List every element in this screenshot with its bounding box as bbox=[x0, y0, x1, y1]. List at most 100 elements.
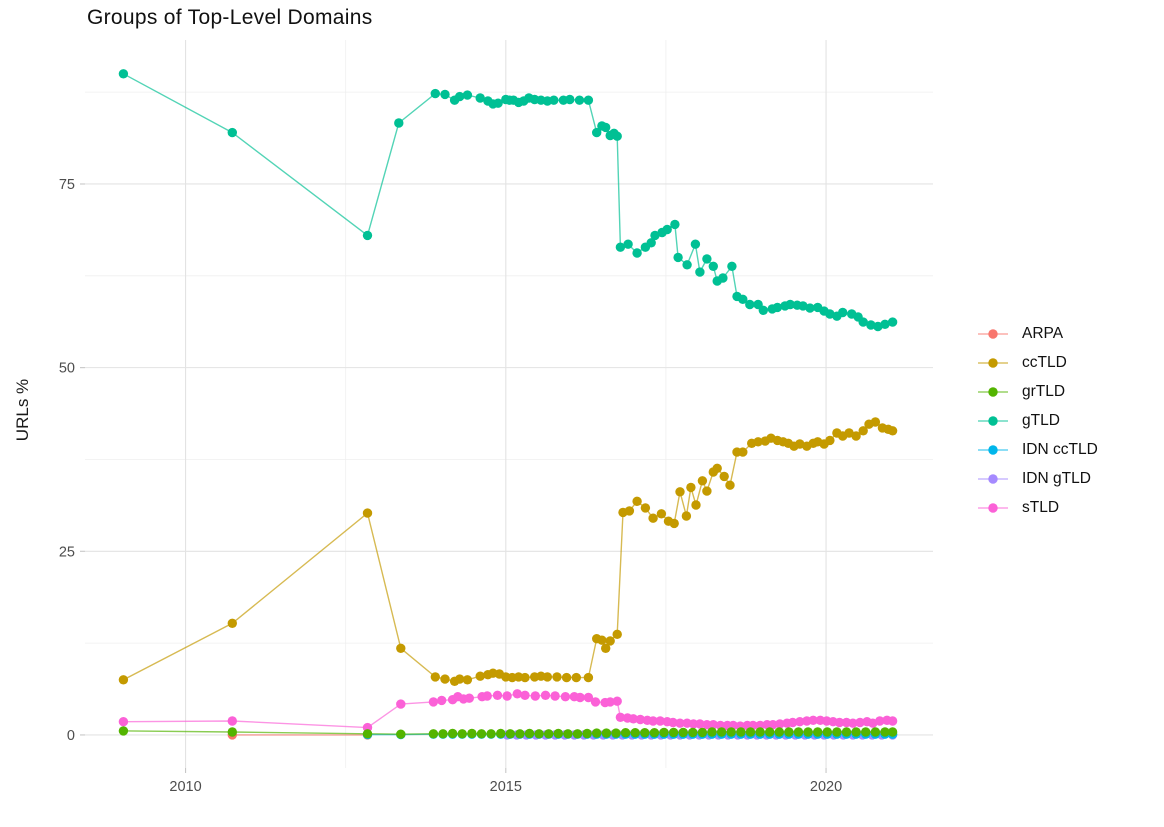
point-cctld bbox=[601, 643, 611, 653]
point-cctld bbox=[612, 629, 622, 639]
point-gtld bbox=[493, 98, 503, 108]
point-stld bbox=[795, 717, 805, 727]
point-grtld bbox=[887, 727, 898, 737]
point-cctld bbox=[624, 506, 635, 516]
legend-key-dot bbox=[988, 444, 998, 455]
point-grtld bbox=[438, 729, 448, 739]
point-stld bbox=[848, 718, 858, 728]
point-gtld bbox=[758, 305, 768, 315]
point-gtld bbox=[549, 95, 559, 105]
point-cctld bbox=[396, 643, 406, 653]
legend-key-icon bbox=[978, 357, 1008, 368]
point-cctld bbox=[561, 672, 572, 683]
point-cctld bbox=[858, 426, 868, 436]
point-stld bbox=[612, 696, 622, 706]
point-gtld bbox=[708, 261, 718, 271]
legend-key-dot bbox=[988, 328, 998, 339]
point-cctld bbox=[462, 675, 473, 685]
point-gtld bbox=[615, 242, 626, 252]
point-stld bbox=[540, 690, 551, 700]
point-grtld bbox=[572, 729, 583, 739]
point-cctld bbox=[753, 437, 763, 447]
point-gtld bbox=[673, 252, 683, 263]
point-stld bbox=[775, 719, 785, 729]
point-stld bbox=[768, 720, 778, 730]
point-cctld bbox=[887, 426, 898, 436]
legend-key-icon bbox=[978, 502, 1008, 513]
point-grtld bbox=[668, 727, 679, 738]
point-grtld bbox=[784, 727, 794, 737]
point-gtld bbox=[362, 230, 373, 241]
point-gtld bbox=[394, 118, 404, 128]
point-stld bbox=[695, 719, 705, 729]
point-grtld bbox=[745, 727, 756, 737]
point-gtld bbox=[475, 93, 485, 103]
x-tick-label: 2010 bbox=[169, 779, 201, 795]
point-cctld bbox=[675, 487, 685, 497]
point-gtld bbox=[887, 317, 898, 327]
point-grtld bbox=[592, 728, 602, 738]
point-cctld bbox=[656, 509, 667, 519]
point-grtld bbox=[544, 729, 554, 739]
legend-item-gtld: gTLD bbox=[977, 406, 1098, 435]
point-gtld bbox=[623, 239, 633, 249]
point-cctld bbox=[583, 672, 594, 683]
point-stld bbox=[530, 691, 540, 701]
point-stld bbox=[512, 689, 522, 699]
point-gtld bbox=[682, 260, 692, 270]
point-stld bbox=[887, 716, 898, 726]
x-tick-label: 2020 bbox=[810, 779, 842, 795]
point-grtld bbox=[620, 728, 631, 738]
legend-key-dot bbox=[988, 502, 998, 513]
point-grtld bbox=[630, 728, 640, 738]
point-gtld bbox=[455, 91, 465, 102]
legend-label: grTLD bbox=[1022, 382, 1066, 400]
point-stld bbox=[708, 720, 718, 730]
point-stld bbox=[590, 697, 601, 707]
point-grtld bbox=[793, 727, 804, 737]
point-gtld bbox=[866, 320, 876, 330]
point-gtld bbox=[650, 230, 660, 241]
point-stld bbox=[605, 697, 615, 707]
point-stld bbox=[655, 716, 665, 726]
point-cctld bbox=[362, 508, 373, 518]
y-tick-label: 25 bbox=[59, 544, 75, 560]
point-cctld bbox=[719, 471, 729, 482]
point-stld bbox=[755, 720, 765, 731]
point-gtld bbox=[785, 299, 795, 310]
point-stld bbox=[502, 691, 512, 701]
point-gtld bbox=[601, 122, 611, 133]
point-gtld bbox=[430, 88, 440, 99]
legend-item-cctld: ccTLD bbox=[977, 348, 1098, 377]
point-grtld bbox=[774, 727, 784, 737]
point-cctld bbox=[597, 635, 607, 645]
point-cctld bbox=[227, 618, 237, 628]
point-stld bbox=[575, 692, 585, 703]
point-cctld bbox=[475, 671, 485, 681]
point-stld bbox=[675, 718, 685, 728]
point-stld bbox=[628, 714, 638, 724]
point-gtld bbox=[858, 317, 868, 327]
x-tick-label: 2015 bbox=[490, 779, 522, 795]
y-tick-label: 75 bbox=[59, 177, 75, 193]
point-grtld bbox=[476, 729, 487, 739]
point-cctld bbox=[440, 674, 450, 684]
point-stld bbox=[492, 690, 503, 700]
point-grtld bbox=[716, 727, 727, 737]
y-tick-label: 0 bbox=[67, 728, 75, 744]
chart-title: Groups of Top-Level Domains bbox=[87, 6, 373, 29]
point-grtld bbox=[515, 729, 525, 739]
point-cctld bbox=[118, 675, 129, 685]
point-cctld bbox=[571, 672, 581, 683]
legend: ARPA ccTLD grTLD gTLD IDN ccTLD IDN gTLD sTLD bbox=[977, 319, 1098, 522]
point-gtld bbox=[772, 302, 783, 313]
legend-key-icon bbox=[978, 386, 1008, 397]
point-stld bbox=[834, 717, 845, 728]
point-cctld bbox=[702, 486, 712, 496]
point-gtld bbox=[805, 303, 815, 313]
point-grtld bbox=[765, 727, 775, 737]
point-cctld bbox=[725, 480, 735, 490]
point-cctld bbox=[681, 511, 692, 521]
point-grtld bbox=[755, 727, 765, 737]
